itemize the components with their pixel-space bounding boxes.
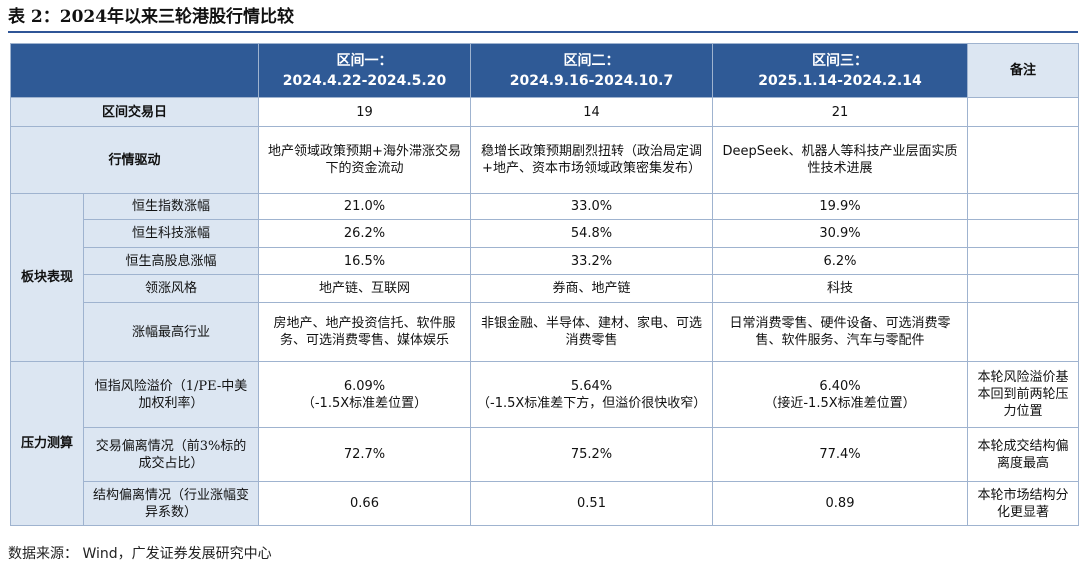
value-cell: 19.9% bbox=[712, 193, 968, 220]
value-cell: 30.9% bbox=[712, 219, 968, 248]
value-cell: DeepSeek、机器人等科技产业层面实质性技术进展 bbox=[712, 126, 968, 194]
value-cell: 5.64% （-1.5X标准差下方，但溢价很快收窄） bbox=[470, 361, 713, 428]
data-row: 涨幅最高行业 房地产、地产投资信托、软件服务、可选消费零售、媒体娱乐 非银金融、半导… bbox=[11, 302, 1079, 362]
value-cell: 19 bbox=[258, 97, 471, 127]
data-row: 行情驱动 地产领域政策预期+海外滞涨交易下的资金流动 稳增长政策预期剧烈扭转（政治局… bbox=[10, 126, 1079, 194]
value-line: 5.64% bbox=[570, 378, 613, 394]
note-header: 备注 bbox=[967, 43, 1079, 98]
note-cell bbox=[967, 193, 1079, 220]
column-header: 区间三： 2025.1.14-2024.2.14 bbox=[712, 43, 968, 98]
value-cell: 6.40% （接近-1.5X标准差位置） bbox=[712, 361, 968, 428]
note-cell bbox=[967, 219, 1079, 248]
column-range: 2024.4.22-2024.5.20 bbox=[282, 72, 447, 89]
row-label: 交易偏离情况（前3%标的成交占比） bbox=[83, 427, 259, 482]
value-cell: 6.2% bbox=[712, 247, 968, 275]
value-cell: 16.5% bbox=[258, 247, 471, 275]
value-cell: 77.4% bbox=[712, 427, 968, 482]
note-cell bbox=[967, 274, 1079, 303]
row-label: 恒指风险溢价（1/PE-中美加权利率） bbox=[83, 361, 259, 428]
column-name: 区间一： bbox=[336, 52, 393, 69]
value-cell: 26.2% bbox=[258, 219, 471, 248]
note-cell bbox=[967, 247, 1079, 275]
group-label: 压力测算 bbox=[10, 361, 84, 526]
data-row: 区间交易日 19 14 21 bbox=[10, 97, 1079, 127]
group-label: 板块表现 bbox=[10, 193, 84, 362]
row-label: 恒生科技涨幅 bbox=[83, 219, 259, 248]
column-range: 2025.1.14-2024.2.14 bbox=[758, 72, 922, 89]
comparison-table: 区间一： 2024.4.22-2024.5.20 区间二： 2024.9.16-202… bbox=[10, 43, 1079, 526]
data-row: 交易偏离情况（前3%标的成交占比） 72.7% 75.2% 77.4% 本轮成交结构偏离… bbox=[11, 427, 1079, 482]
value-line: （-1.5X标准差位置） bbox=[301, 395, 428, 411]
value-cell: 0.66 bbox=[258, 481, 471, 526]
row-label: 恒生指数涨幅 bbox=[83, 193, 259, 220]
row-label: 恒生高股息涨幅 bbox=[83, 247, 259, 275]
data-row: 恒生科技涨幅 26.2% 54.8% 30.9% bbox=[11, 219, 1079, 248]
note-cell: 本轮风险溢价基本回到前两轮压力位置 bbox=[967, 361, 1079, 428]
value-cell: 21.0% bbox=[258, 193, 471, 220]
data-row: 压力测算 恒指风险溢价（1/PE-中美加权利率） 6.09% （-1.5X标准差位置）… bbox=[10, 361, 1079, 526]
note-cell bbox=[967, 126, 1079, 194]
data-row: 恒生高股息涨幅 16.5% 33.2% 6.2% bbox=[11, 247, 1079, 275]
value-line: （-1.5X标准差下方，但溢价很快收窄） bbox=[477, 395, 707, 411]
value-cell: 72.7% bbox=[258, 427, 471, 482]
value-cell: 6.09% （-1.5X标准差位置） bbox=[258, 361, 471, 428]
note-cell bbox=[967, 302, 1079, 362]
value-cell: 21 bbox=[712, 97, 968, 127]
value-cell: 地产领域政策预期+海外滞涨交易下的资金流动 bbox=[258, 126, 471, 194]
column-name: 区间二： bbox=[563, 52, 620, 69]
data-row: 结构偏离情况（行业涨幅变异系数） 0.66 0.51 0.89 本轮市场结构分化更显著 bbox=[11, 481, 1079, 526]
row-label: 涨幅最高行业 bbox=[83, 302, 259, 362]
value-line: 6.40% bbox=[819, 378, 861, 394]
title-rule bbox=[8, 31, 1078, 33]
column-header: 区间一： 2024.4.22-2024.5.20 bbox=[258, 43, 471, 98]
column-header: 区间二： 2024.9.16-2024.10.7 bbox=[470, 43, 713, 98]
value-line: （接近-1.5X标准差位置） bbox=[764, 395, 916, 411]
value-cell: 75.2% bbox=[470, 427, 713, 482]
value-cell: 非银金融、半导体、建材、家电、可选消费零售 bbox=[470, 302, 713, 362]
column-range: 2024.9.16-2024.10.7 bbox=[509, 72, 674, 89]
value-cell: 房地产、地产投资信托、软件服务、可选消费零售、媒体娱乐 bbox=[258, 302, 471, 362]
value-cell: 54.8% bbox=[470, 219, 713, 248]
value-cell: 稳增长政策预期剧烈扭转（政治局定调+地产、资本市场领域政策密集发布） bbox=[470, 126, 713, 194]
source-note: 数据来源： Wind，广发证券发展研究中心 bbox=[8, 546, 272, 562]
note-cell: 本轮市场结构分化更显著 bbox=[967, 481, 1079, 526]
value-cell: 33.2% bbox=[470, 247, 713, 275]
row-label: 区间交易日 bbox=[10, 97, 259, 127]
header-row: 区间一： 2024.4.22-2024.5.20 区间二： 2024.9.16-202… bbox=[10, 43, 1079, 98]
row-label: 结构偏离情况（行业涨幅变异系数） bbox=[83, 481, 259, 526]
value-cell: 日常消费零售、硬件设备、可选消费零售、软件服务、汽车与零配件 bbox=[712, 302, 968, 362]
title: 表 2：2024年以来三轮港股行情比较 bbox=[8, 7, 295, 27]
value-cell: 地产链、互联网 bbox=[258, 274, 471, 303]
value-line: 6.09% bbox=[343, 378, 386, 394]
value-cell: 33.0% bbox=[470, 193, 713, 220]
data-row: 领涨风格 地产链、互联网 券商、地产链 科技 bbox=[11, 274, 1079, 303]
value-cell: 券商、地产链 bbox=[470, 274, 713, 303]
value-cell: 14 bbox=[470, 97, 713, 127]
header-corner bbox=[10, 43, 259, 98]
data-row: 板块表现 恒生指数涨幅 21.0% 33.0% 19.9% bbox=[10, 193, 1079, 362]
value-cell: 0.89 bbox=[712, 481, 968, 526]
note-cell bbox=[967, 97, 1079, 127]
row-label: 领涨风格 bbox=[83, 274, 259, 303]
value-cell: 0.51 bbox=[470, 481, 713, 526]
value-cell: 科技 bbox=[712, 274, 968, 303]
column-name: 区间三： bbox=[812, 52, 868, 69]
row-label: 行情驱动 bbox=[10, 126, 259, 194]
note-cell: 本轮成交结构偏离度最高 bbox=[967, 427, 1079, 482]
